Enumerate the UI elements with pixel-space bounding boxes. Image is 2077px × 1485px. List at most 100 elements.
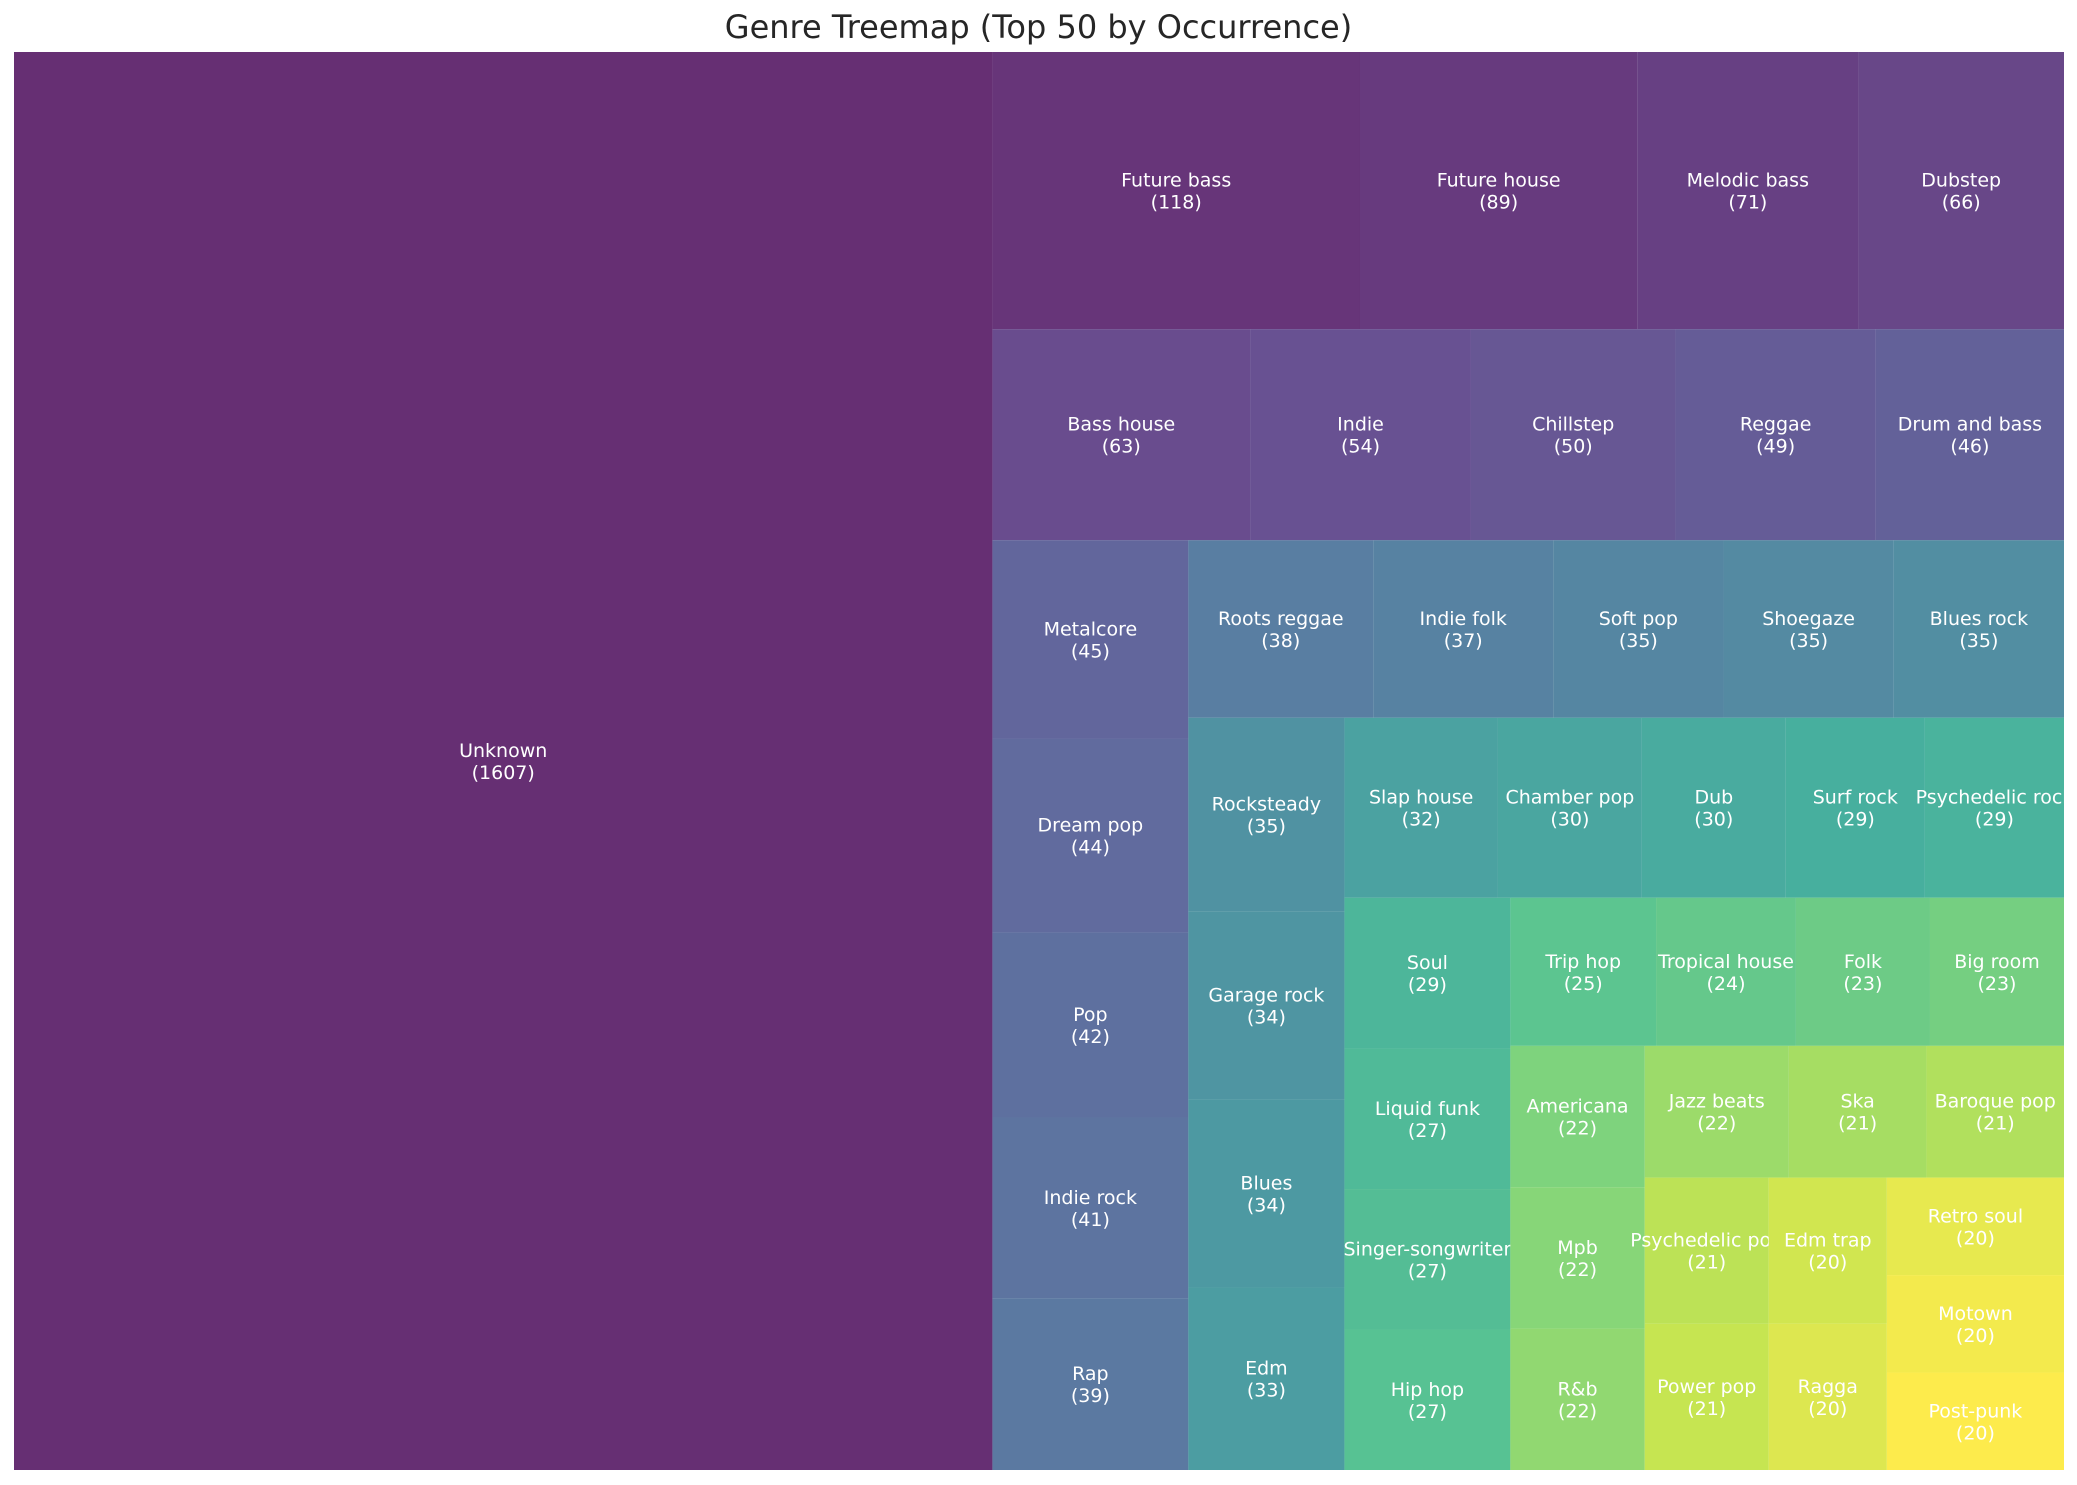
treemap-cell-rect bbox=[992, 1117, 1189, 1299]
cell-value: (30) bbox=[1550, 809, 1589, 831]
treemap-cell: Ragga(20) bbox=[1768, 1323, 1887, 1470]
cell-value: (22) bbox=[1697, 1113, 1736, 1135]
cell-value: (22) bbox=[1558, 1118, 1597, 1140]
treemap-cell-rect bbox=[1723, 540, 1894, 718]
cell-label: Liquid funk bbox=[1375, 1098, 1480, 1120]
treemap-cell: Future house(89) bbox=[1359, 52, 1638, 330]
treemap-cell: Hip hop(27) bbox=[1344, 1329, 1511, 1470]
treemap-cell: Blues rock(35) bbox=[1893, 540, 2064, 718]
treemap-cell-rect bbox=[14, 52, 993, 1470]
cell-value: (118) bbox=[1151, 192, 1202, 214]
cell-value: (30) bbox=[1694, 809, 1733, 831]
treemap-cell: Future bass(118) bbox=[992, 52, 1360, 330]
cell-label: Soft pop bbox=[1599, 608, 1678, 630]
cell-label: Garage rock bbox=[1208, 984, 1324, 1006]
cell-label: Rap bbox=[1072, 1363, 1109, 1385]
cell-value: (89) bbox=[1479, 192, 1518, 214]
cell-value: (29) bbox=[1836, 809, 1875, 831]
cell-value: (35) bbox=[1619, 630, 1658, 652]
treemap-cell: Big room(23) bbox=[1929, 897, 2064, 1046]
treemap-cell: Bass house(63) bbox=[992, 329, 1251, 541]
treemap-cell-rect bbox=[1768, 1323, 1887, 1470]
treemap-cell: Pop(42) bbox=[992, 932, 1189, 1118]
cell-value: (22) bbox=[1558, 1400, 1597, 1422]
treemap-cell-rect bbox=[1788, 1045, 1927, 1178]
treemap-cell-rect bbox=[1497, 717, 1642, 898]
treemap-cell: Chillstep(50) bbox=[1470, 329, 1676, 541]
treemap-cell-rect bbox=[1858, 52, 2064, 330]
cell-value: (27) bbox=[1408, 1120, 1447, 1142]
cell-label: Dream pop bbox=[1038, 814, 1144, 836]
cell-value: (23) bbox=[1843, 973, 1882, 995]
treemap-cell: Retro soul(20) bbox=[1886, 1177, 2064, 1276]
treemap-cell: Dubstep(66) bbox=[1858, 52, 2064, 330]
cell-label: Retro soul bbox=[1928, 1205, 2023, 1227]
cell-value: (1607) bbox=[472, 762, 535, 784]
treemap-cell-rect bbox=[1510, 1045, 1645, 1188]
cell-value: (39) bbox=[1071, 1385, 1110, 1407]
cell-label: Psychedelic pop bbox=[1630, 1230, 1783, 1252]
treemap-cell: Singer-songwriter(27) bbox=[1344, 1189, 1511, 1330]
cell-label: Metalcore bbox=[1044, 618, 1138, 640]
cell-label: Big room bbox=[1954, 951, 2040, 973]
cell-label: Slap house bbox=[1369, 787, 1473, 809]
cell-value: (66) bbox=[1942, 192, 1981, 214]
cell-value: (45) bbox=[1071, 640, 1110, 662]
treemap-cell: Surf rock(29) bbox=[1785, 717, 1925, 898]
treemap-cell-rect bbox=[1373, 540, 1554, 718]
treemap-cell: Psychedelic rock(29) bbox=[1916, 717, 2073, 898]
cell-label: R&b bbox=[1557, 1378, 1597, 1400]
treemap-cell-rect bbox=[1250, 329, 1471, 541]
treemap-cell-rect bbox=[1510, 1328, 1645, 1470]
cell-label: Americana bbox=[1527, 1096, 1629, 1118]
cell-value: (35) bbox=[1959, 630, 1998, 652]
treemap-cell-rect bbox=[992, 1298, 1189, 1470]
treemap-cell-rect bbox=[1188, 1099, 1345, 1288]
cell-value: (35) bbox=[1247, 816, 1286, 838]
cell-label: Shoegaze bbox=[1762, 608, 1855, 630]
cell-value: (34) bbox=[1247, 1006, 1286, 1028]
treemap-cell: Soul(29) bbox=[1344, 897, 1511, 1049]
treemap-cell: Post-punk(20) bbox=[1886, 1372, 2064, 1470]
cell-value: (37) bbox=[1444, 630, 1483, 652]
cell-value: (41) bbox=[1071, 1209, 1110, 1231]
cell-label: Unknown bbox=[459, 740, 547, 762]
treemap-cell: Psychedelic pop(21) bbox=[1630, 1177, 1783, 1324]
cell-label: Indie folk bbox=[1420, 608, 1507, 630]
cell-label: Motown bbox=[1938, 1303, 2013, 1325]
cell-label: Chamber pop bbox=[1505, 787, 1634, 809]
cell-label: Blues bbox=[1240, 1172, 1292, 1194]
cell-value: (34) bbox=[1247, 1194, 1286, 1216]
cell-label: Dubstep bbox=[1921, 170, 2001, 192]
treemap-cell-rect bbox=[1188, 540, 1374, 718]
chart-title: Genre Treemap (Top 50 by Occurrence) bbox=[724, 8, 1353, 46]
cell-label: Post-punk bbox=[1929, 1400, 2023, 1422]
cell-value: (21) bbox=[1687, 1398, 1726, 1420]
treemap-cell-rect bbox=[1785, 717, 1925, 898]
cell-value: (29) bbox=[1408, 974, 1447, 996]
cell-value: (27) bbox=[1408, 1260, 1447, 1282]
treemap-cell: Ska(21) bbox=[1788, 1045, 1927, 1178]
treemap-cell: Baroque pop(21) bbox=[1926, 1045, 2064, 1178]
treemap-cell-rect bbox=[1344, 717, 1498, 898]
treemap-cell-rect bbox=[1924, 717, 2064, 898]
cell-label: Ska bbox=[1840, 1091, 1874, 1113]
treemap-cell: Trip hop(25) bbox=[1510, 897, 1657, 1046]
cell-value: (33) bbox=[1247, 1380, 1286, 1402]
cell-label: Reggae bbox=[1740, 414, 1812, 436]
treemap-cell: Roots reggae(38) bbox=[1188, 540, 1374, 718]
treemap-cell-rect bbox=[1893, 540, 2064, 718]
treemap-cell: Edm(33) bbox=[1188, 1287, 1345, 1470]
treemap-cell: Americana(22) bbox=[1510, 1045, 1645, 1188]
cell-label: Mpb bbox=[1557, 1237, 1598, 1259]
treemap-cell: Motown(20) bbox=[1886, 1275, 2064, 1373]
treemap-cell: Garage rock(34) bbox=[1188, 911, 1345, 1100]
treemap-cell: R&b(22) bbox=[1510, 1328, 1645, 1470]
cell-label: Tropical house bbox=[1657, 951, 1794, 973]
treemap-cell-rect bbox=[992, 52, 1360, 330]
treemap-cell-rect bbox=[1344, 897, 1511, 1049]
treemap-cell: Metalcore(45) bbox=[992, 540, 1189, 739]
treemap-cell-rect bbox=[992, 738, 1189, 933]
cell-value: (21) bbox=[1687, 1252, 1726, 1274]
treemap-cell-rect bbox=[1644, 1323, 1769, 1470]
